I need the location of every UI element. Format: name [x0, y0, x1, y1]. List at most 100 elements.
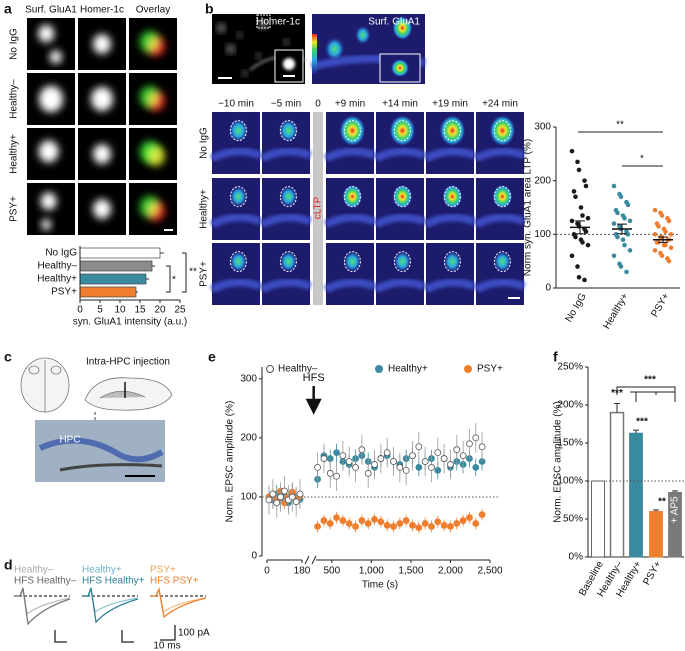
data-point — [569, 218, 575, 224]
legend-marker — [464, 365, 472, 373]
y-tick-label: 300 — [534, 122, 551, 133]
blob — [256, 53, 261, 59]
data-point — [358, 517, 366, 524]
category-label: Healthy+ — [601, 291, 630, 331]
y-tick-label: 0 — [251, 551, 257, 562]
epsc-traces — [14, 586, 207, 643]
data-point — [383, 449, 391, 457]
roi — [443, 120, 461, 142]
dendrite — [424, 147, 476, 163]
roi — [443, 186, 461, 208]
time-label: +19 min — [432, 99, 468, 110]
data-point — [466, 440, 473, 448]
data-point — [668, 245, 674, 251]
legend-marker — [266, 365, 274, 373]
data-point — [569, 148, 575, 154]
data-point — [364, 469, 372, 477]
dendrite — [210, 147, 262, 163]
bar — [609, 411, 625, 558]
legend-label: Healthy– — [278, 364, 318, 375]
micrograph — [27, 18, 75, 70]
data-point — [611, 183, 617, 189]
data-point — [345, 458, 353, 465]
data-point — [409, 452, 416, 459]
roi — [443, 251, 461, 273]
data-point — [288, 493, 296, 501]
data-point — [585, 215, 591, 221]
y-axis-label: Norm. EPSC amplitude (%) — [225, 401, 236, 523]
blob — [493, 250, 512, 273]
data-point — [320, 517, 328, 524]
time-label: +9 min — [335, 99, 365, 110]
panel-letter: c — [4, 349, 12, 365]
data-point — [333, 449, 340, 457]
time-label: +14 min — [382, 99, 418, 110]
brain-drawings — [20, 357, 173, 482]
data-point — [663, 229, 668, 234]
time-label: +24 min — [482, 99, 518, 110]
x-tick-label: 15 — [134, 305, 146, 316]
blob — [442, 184, 463, 209]
x-tick-label: 5 — [97, 305, 103, 316]
blob — [38, 140, 59, 163]
row-label: Healthy– — [9, 79, 20, 119]
blob — [93, 199, 111, 219]
data-point — [269, 490, 277, 498]
roi — [279, 251, 297, 273]
row-label: No IgG — [199, 127, 210, 159]
roi — [393, 251, 411, 273]
legend-label: PSY+ — [150, 565, 176, 576]
data-point — [396, 520, 404, 527]
panel-letter: e — [208, 349, 216, 365]
data-point — [618, 264, 624, 269]
data-point — [333, 472, 340, 480]
significance: * — [172, 275, 176, 286]
blob — [342, 184, 363, 209]
roi — [279, 186, 297, 208]
error-bar — [614, 402, 620, 413]
data-point — [292, 498, 300, 506]
data-point — [371, 515, 378, 523]
blob — [227, 45, 234, 53]
data-point — [615, 210, 620, 216]
data-point — [314, 523, 321, 530]
data-point — [659, 253, 665, 259]
data-point — [326, 520, 334, 527]
category-label: No IgG — [564, 291, 589, 324]
data-point — [421, 458, 429, 465]
data-point — [575, 264, 580, 269]
error-bar — [672, 490, 678, 493]
category-label: + AP5 — [670, 496, 681, 523]
blob — [39, 85, 63, 113]
blob — [147, 201, 165, 221]
blob — [392, 16, 413, 40]
row-label: PSY+ — [199, 261, 210, 287]
column-header: Surf. GluA1 — [25, 5, 77, 16]
dendrite — [374, 278, 426, 294]
data-point — [656, 223, 661, 229]
y-tick-label: 150% — [557, 438, 583, 449]
blob — [354, 25, 371, 45]
roi — [343, 186, 361, 208]
region-label: HPC — [59, 435, 80, 446]
data-point — [390, 458, 397, 465]
data-point — [668, 232, 674, 237]
data-point — [377, 518, 385, 526]
blob — [38, 24, 55, 43]
dendrite — [474, 147, 526, 163]
data-point — [466, 514, 473, 522]
data-point — [345, 520, 353, 527]
data-point — [377, 455, 385, 462]
x-tick-label: 0 — [77, 305, 83, 316]
data-point — [273, 499, 281, 507]
roi — [229, 186, 247, 208]
significance: * — [640, 154, 644, 165]
roi — [393, 120, 411, 142]
roi — [493, 186, 511, 208]
dendrite — [260, 213, 312, 229]
scale-label: 100 pA — [178, 628, 210, 639]
bar — [79, 260, 153, 272]
data-point — [573, 234, 578, 240]
x-axis-label: Time (s) — [362, 580, 398, 591]
blob — [260, 21, 267, 28]
